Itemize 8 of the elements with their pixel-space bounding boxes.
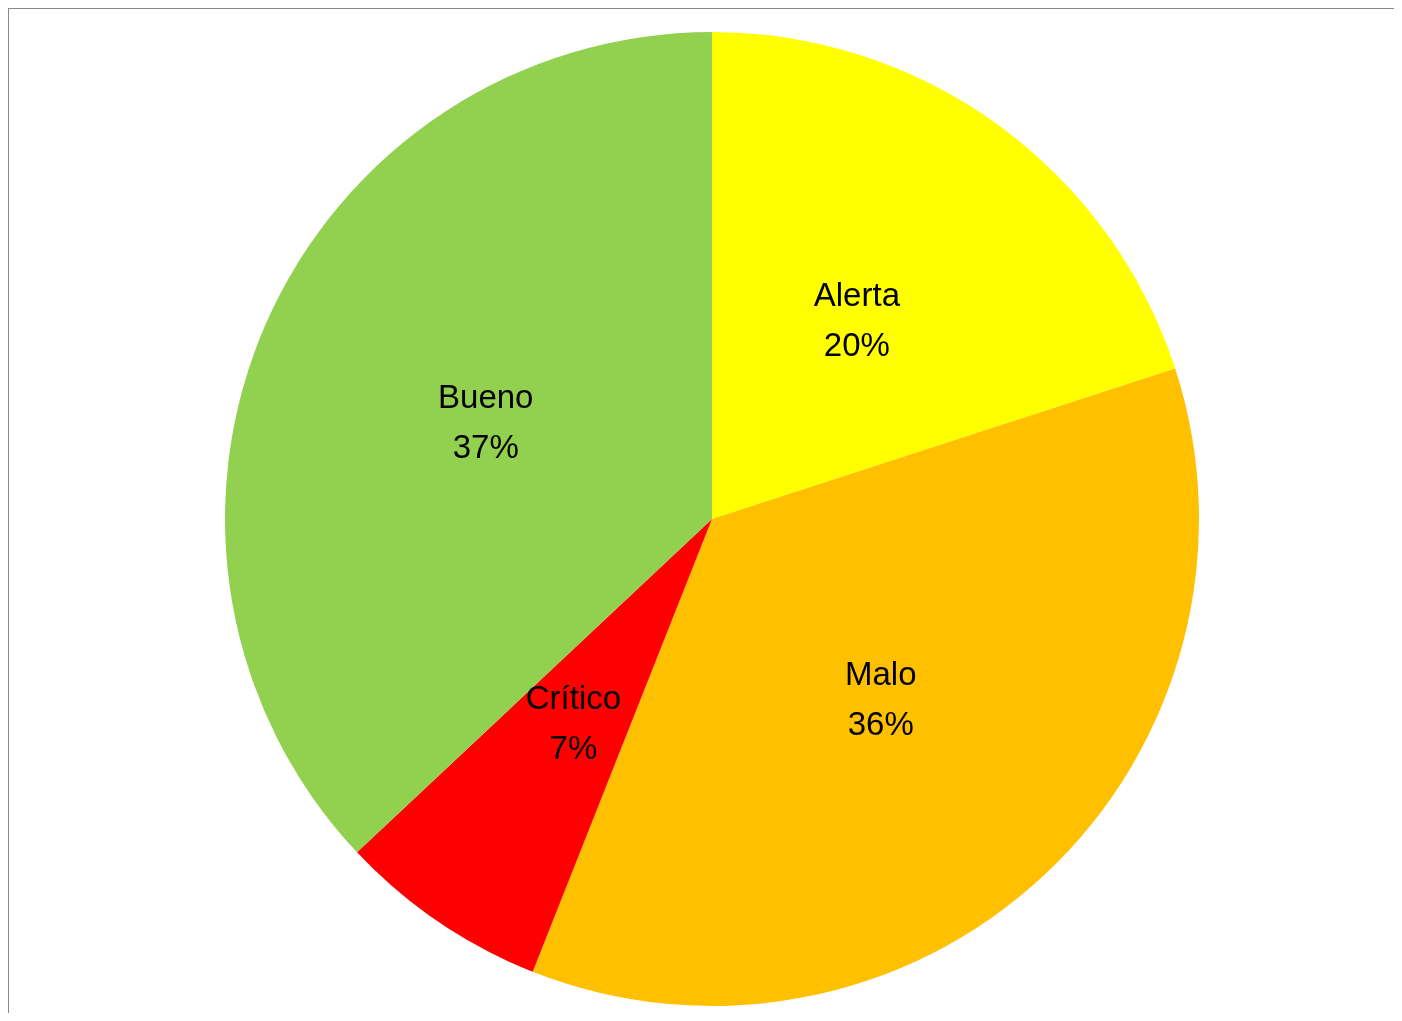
- slice-label: Crítico: [525, 679, 622, 717]
- data-label: 7%: [549, 729, 598, 767]
- slice-label: Alerta: [813, 276, 901, 314]
- data-label: 37%: [452, 427, 519, 465]
- data-label: 36%: [847, 705, 914, 743]
- slice-label: Bueno: [438, 377, 534, 415]
- slice-label: Malo: [844, 655, 917, 693]
- data-label: 20%: [823, 326, 890, 364]
